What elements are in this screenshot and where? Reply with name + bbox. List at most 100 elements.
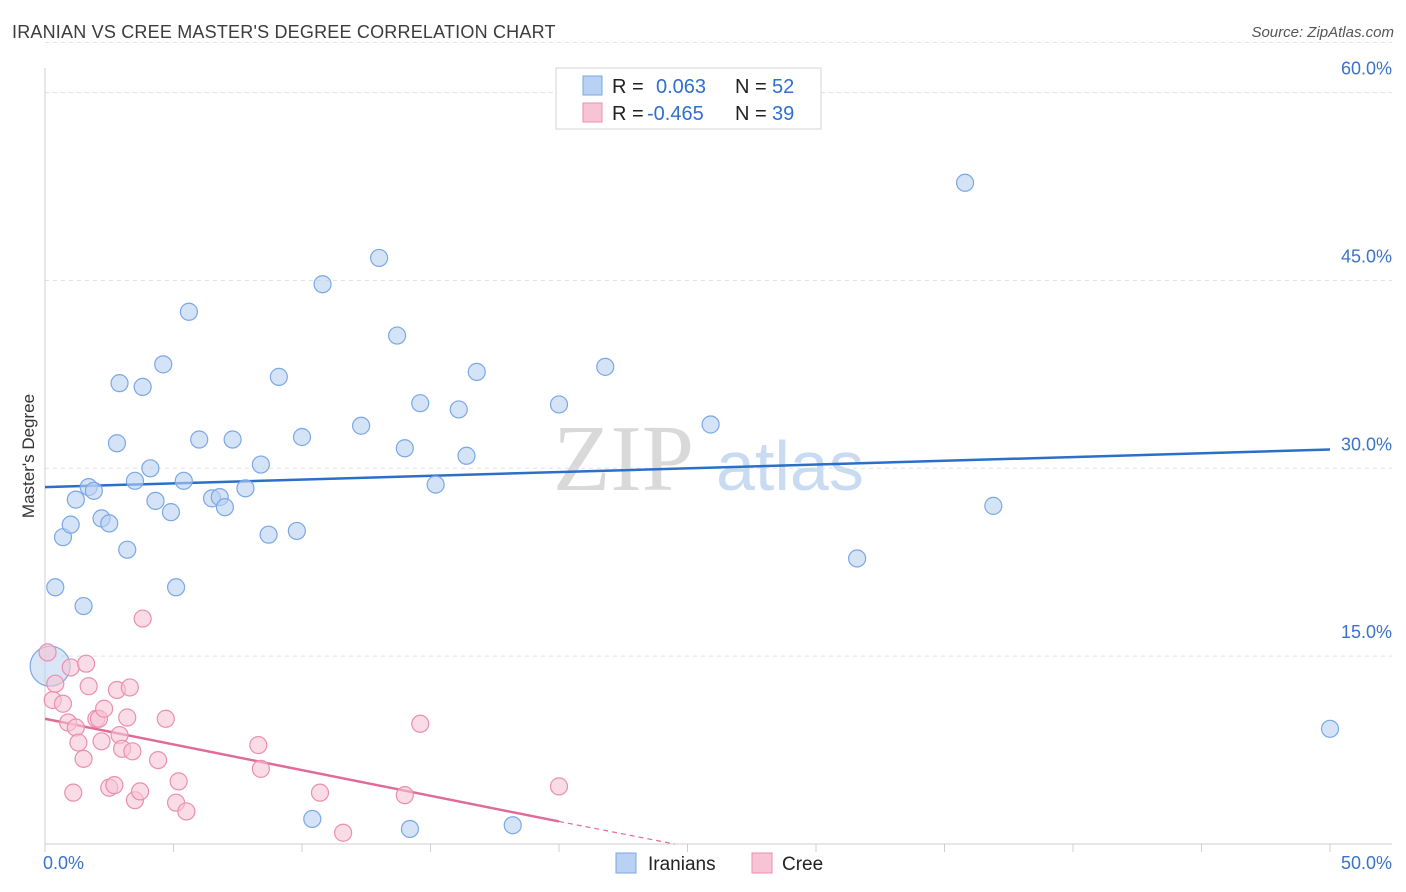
point-cree-15 <box>95 699 114 718</box>
point-iranians-0 <box>46 578 65 597</box>
point-iranians-44 <box>503 816 522 835</box>
point-iranians-41 <box>449 400 468 419</box>
point-cree-34 <box>310 783 330 802</box>
point-cree-6 <box>64 783 83 802</box>
x-tick-label-max: 50.0% <box>1341 853 1392 873</box>
point-iranians-51 <box>1320 719 1340 738</box>
series-legend: Iranians Cree <box>615 852 823 875</box>
axes <box>44 68 1392 852</box>
y-tick-label-30: 30.0% <box>1341 434 1392 454</box>
legend-swatch-iranians <box>582 75 603 96</box>
point-iranians-49 <box>955 173 975 192</box>
point-cree-28 <box>156 709 175 728</box>
gridlines <box>45 42 1392 657</box>
point-cree-9 <box>74 749 93 768</box>
point-cree-22 <box>120 678 139 697</box>
point-iranians-4 <box>74 596 93 616</box>
point-iranians-6 <box>84 481 103 500</box>
point-cree-3 <box>53 694 73 713</box>
point-cree-32 <box>249 735 268 755</box>
correlation-legend: R = 0.063 N = 52 R = -0.465 N = 39 <box>555 67 822 130</box>
point-cree-30 <box>169 772 188 791</box>
y-tick-label-60: 60.0% <box>1341 59 1392 79</box>
point-iranians-43 <box>467 362 486 381</box>
trend-line-extension-cree <box>558 820 675 845</box>
trend-line-cree <box>44 717 560 823</box>
point-iranians-39 <box>411 394 430 413</box>
point-iranians-46 <box>596 357 615 376</box>
point-iranians-47 <box>701 415 720 434</box>
point-iranians-33 <box>313 275 332 294</box>
point-cree-0 <box>38 643 57 662</box>
point-iranians-29 <box>269 367 288 386</box>
point-iranians-50 <box>984 496 1003 515</box>
point-cree-31 <box>177 802 196 821</box>
data-points <box>29 173 1340 842</box>
point-cree-10 <box>77 654 96 673</box>
point-iranians-19 <box>174 471 193 490</box>
point-cree-17 <box>105 776 124 795</box>
series-legend-swatch-iranians <box>615 852 637 874</box>
legend-r-value-0: 0.063 <box>656 76 706 98</box>
legend-r-label-1: R = <box>612 103 644 125</box>
y-tick-label-15: 15.0% <box>1341 622 1392 642</box>
series-legend-swatch-cree <box>751 852 773 874</box>
legend-n-label-0: N = <box>735 76 767 98</box>
point-iranians-35 <box>370 248 389 268</box>
point-cree-14 <box>92 732 111 751</box>
point-iranians-40 <box>426 475 445 494</box>
point-cree-35 <box>334 823 353 842</box>
point-iranians-13 <box>133 377 152 397</box>
point-cree-37 <box>411 714 430 733</box>
legend-r-label-0: R = <box>612 76 644 98</box>
point-cree-11 <box>79 677 98 696</box>
point-iranians-24 <box>215 498 234 517</box>
point-cree-27 <box>148 750 168 770</box>
point-iranians-14 <box>141 459 160 478</box>
chart-title: IRANIAN VS CREE MASTER'S DEGREE CORRELAT… <box>12 22 556 42</box>
point-iranians-2 <box>61 515 80 534</box>
point-iranians-37 <box>395 439 414 458</box>
legend-n-value-0: 52 <box>772 76 794 98</box>
series-legend-label-cree: Cree <box>782 854 823 875</box>
point-iranians-34 <box>352 416 371 435</box>
point-cree-36 <box>395 786 414 805</box>
point-iranians-28 <box>259 525 278 544</box>
point-cree-26 <box>133 609 152 628</box>
point-iranians-9 <box>107 434 127 453</box>
point-cree-21 <box>118 708 137 727</box>
legend-r-value-1: -0.465 <box>647 103 704 125</box>
point-iranians-31 <box>292 427 312 447</box>
point-iranians-20 <box>179 302 199 321</box>
point-cree-23 <box>123 742 142 761</box>
point-iranians-32 <box>303 809 322 829</box>
point-iranians-26 <box>236 479 255 498</box>
point-iranians-25 <box>223 430 242 449</box>
point-iranians-12 <box>125 471 145 490</box>
point-cree-25 <box>130 782 150 801</box>
legend-n-value-1: 39 <box>772 103 794 125</box>
series-legend-label-iranians: Iranians <box>648 854 716 875</box>
source-label: Source: ZipAtlas.com <box>1251 24 1394 41</box>
point-iranians-16 <box>154 355 173 374</box>
watermark-zip: ZIP <box>553 407 694 511</box>
point-iranians-30 <box>287 521 306 541</box>
point-iranians-8 <box>100 514 119 533</box>
point-iranians-36 <box>387 326 407 345</box>
legend-swatch-cree <box>582 102 603 123</box>
y-axis-label: Master's Degree <box>19 394 38 518</box>
point-iranians-3 <box>66 490 85 509</box>
point-cree-7 <box>66 718 85 737</box>
point-iranians-48 <box>848 549 867 568</box>
point-iranians-42 <box>457 446 476 465</box>
point-iranians-17 <box>161 503 181 522</box>
legend-n-label-1: N = <box>735 103 767 125</box>
point-iranians-21 <box>190 430 209 449</box>
trend-line-iranians <box>44 448 1331 489</box>
x-tick-label-min: 0.0% <box>43 853 84 873</box>
trend-lines <box>44 448 1331 845</box>
point-iranians-10 <box>110 374 129 393</box>
point-cree-8 <box>69 733 88 752</box>
point-cree-2 <box>46 674 65 693</box>
